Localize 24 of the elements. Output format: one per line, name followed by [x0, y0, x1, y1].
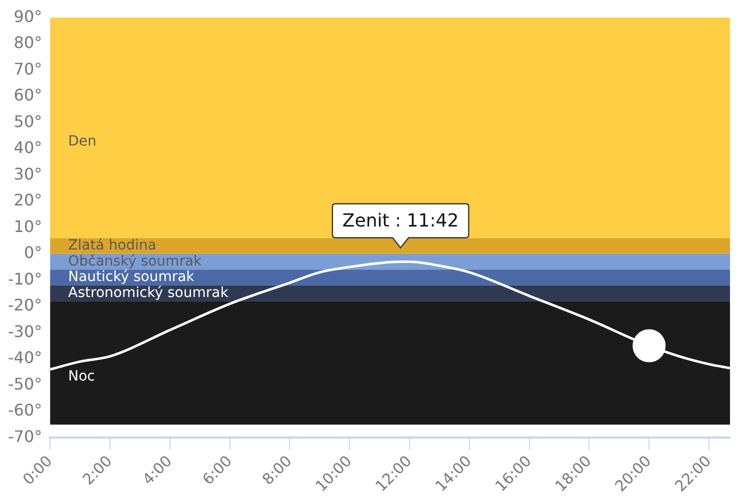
band-label: Nautický soumrak	[68, 269, 196, 286]
annotation: Zenit : 11:42	[342, 210, 459, 232]
y-tick-label: 30°	[14, 164, 42, 184]
band-label: Den	[68, 134, 96, 150]
y-tick-label: 70°	[14, 59, 42, 78]
y-tick-label: 0°	[24, 243, 42, 262]
band-label: Občanský soumrak	[68, 253, 203, 270]
y-tick-label: -70°	[8, 426, 42, 446]
y-tick-label: 50°	[14, 112, 42, 131]
y-tick-label: 90°	[14, 6, 42, 26]
y-tick-label: -20°	[8, 296, 42, 315]
band-label: Noc	[68, 368, 95, 385]
y-tick-label: -10°	[8, 269, 42, 288]
y-tick-label: -60°	[8, 400, 42, 420]
y-tick-label: 20°	[14, 190, 42, 210]
y-tick-label: -40°	[8, 348, 42, 368]
y-tick-label: -30°	[8, 322, 42, 341]
y-tick-label: 10°	[14, 216, 42, 236]
y-tick-label: -50°	[8, 374, 42, 394]
band-label: Zlatá hodina	[68, 238, 156, 254]
y-tick-label: 80°	[14, 33, 42, 52]
band-label: Astronomický soumrak	[68, 284, 230, 301]
y-tick-label: 40°	[14, 138, 42, 158]
y-tick-label: 60°	[14, 86, 42, 105]
